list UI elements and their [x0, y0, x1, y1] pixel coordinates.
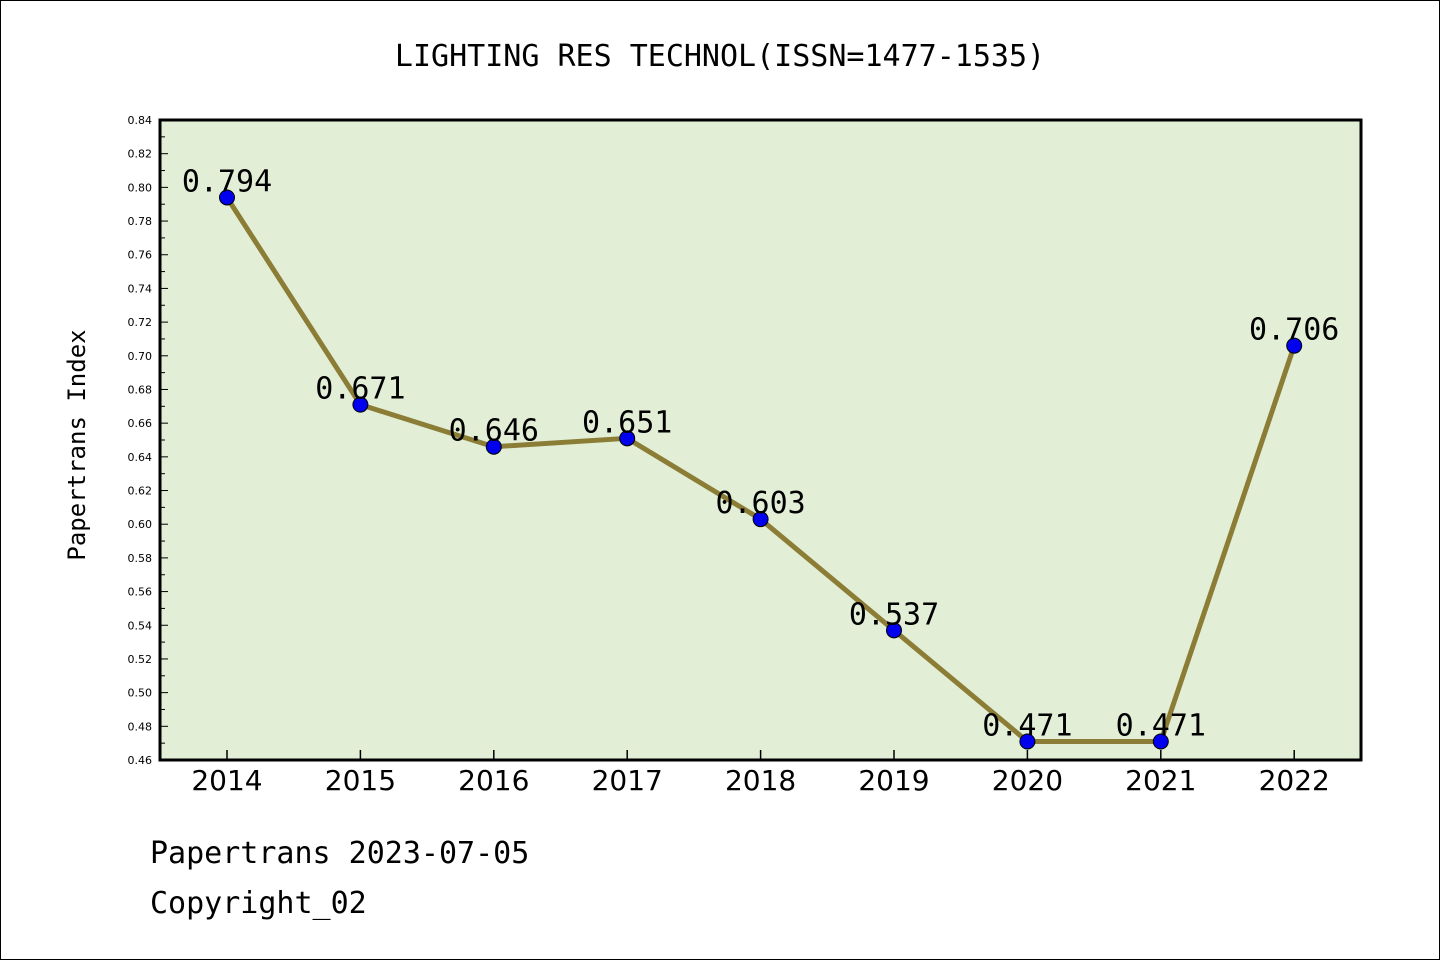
data-point: [886, 622, 902, 639]
x-axis: 2014 2015 2016 2017 2018 2019 2020 2021 2022: [191, 750, 1330, 797]
data-point: [1019, 733, 1036, 750]
data-label: 0.706: [1249, 313, 1339, 348]
y-axis-label: Papertrans Index: [63, 329, 91, 560]
data-point: [752, 511, 769, 528]
data-label: 0.651: [582, 405, 672, 440]
data-label: 0.671: [315, 372, 405, 407]
y-tick-label: 0.80: [128, 181, 153, 194]
x-tick-label: 2018: [725, 764, 796, 797]
y-tick-label: 0.62: [128, 485, 153, 498]
data-label: 0.794: [182, 164, 272, 199]
data-label: 0.537: [849, 597, 939, 632]
data-label: 0.646: [449, 414, 539, 449]
x-tick-label: 2015: [325, 764, 396, 797]
chart-title: LIGHTING RES TECHNOL(ISSN=1477-1535): [395, 39, 1045, 74]
y-tick-label: 0.70: [128, 350, 153, 363]
x-tick-label: 2019: [858, 764, 929, 797]
y-axis: 0.46 0.48 0.50 0.52 0.54 0.56 0.58 0.60 0.62 0.64…: [128, 114, 168, 767]
y-tick-label: 0.58: [128, 552, 153, 565]
y-tick-label: 0.56: [128, 586, 153, 599]
y-tick-label: 0.84: [128, 114, 153, 127]
x-tick-label: 2014: [191, 764, 262, 797]
y-tick-label: 0.68: [128, 383, 153, 396]
footer-copyright: Copyright_02: [150, 886, 367, 921]
y-tick-label: 0.50: [128, 687, 153, 700]
y-tick-label: 0.66: [128, 417, 153, 430]
markers-group: [219, 189, 1303, 750]
plot-area: [158, 118, 1363, 762]
x-tick-label: 2017: [592, 764, 663, 797]
footer-date: Papertrans 2023-07-05: [150, 836, 530, 871]
y-tick-label: 0.60: [128, 518, 153, 531]
y-tick-label: 0.72: [128, 316, 153, 329]
x-tick-label: 2021: [1125, 764, 1196, 797]
data-point: [1286, 337, 1303, 354]
x-tick-label: 2020: [992, 764, 1063, 797]
data-label: 0.603: [715, 486, 805, 521]
data-label: 0.471: [982, 708, 1072, 743]
data-label: 0.471: [1116, 708, 1206, 743]
x-tick-label: 2022: [1259, 764, 1330, 797]
data-labels-group: 0.794 0.671 0.646 0.651 0.603 0.537 0.471 0.471…: [182, 164, 1340, 743]
data-point: [352, 396, 369, 413]
y-tick-label: 0.78: [128, 215, 153, 228]
x-tick-label: 2016: [458, 764, 529, 797]
data-point: [219, 189, 235, 206]
y-tick-label: 0.76: [128, 249, 153, 262]
data-point: [1152, 733, 1169, 750]
y-tick-label: 0.74: [128, 282, 153, 295]
y-tick-label: 0.52: [128, 653, 153, 666]
y-tick-label: 0.64: [128, 451, 153, 464]
data-point: [485, 438, 502, 455]
y-tick-label: 0.54: [128, 619, 153, 632]
y-tick-label: 0.46: [128, 754, 153, 767]
y-tick-label: 0.82: [128, 148, 153, 161]
data-point: [619, 430, 636, 447]
y-tick-label: 0.48: [128, 720, 153, 733]
